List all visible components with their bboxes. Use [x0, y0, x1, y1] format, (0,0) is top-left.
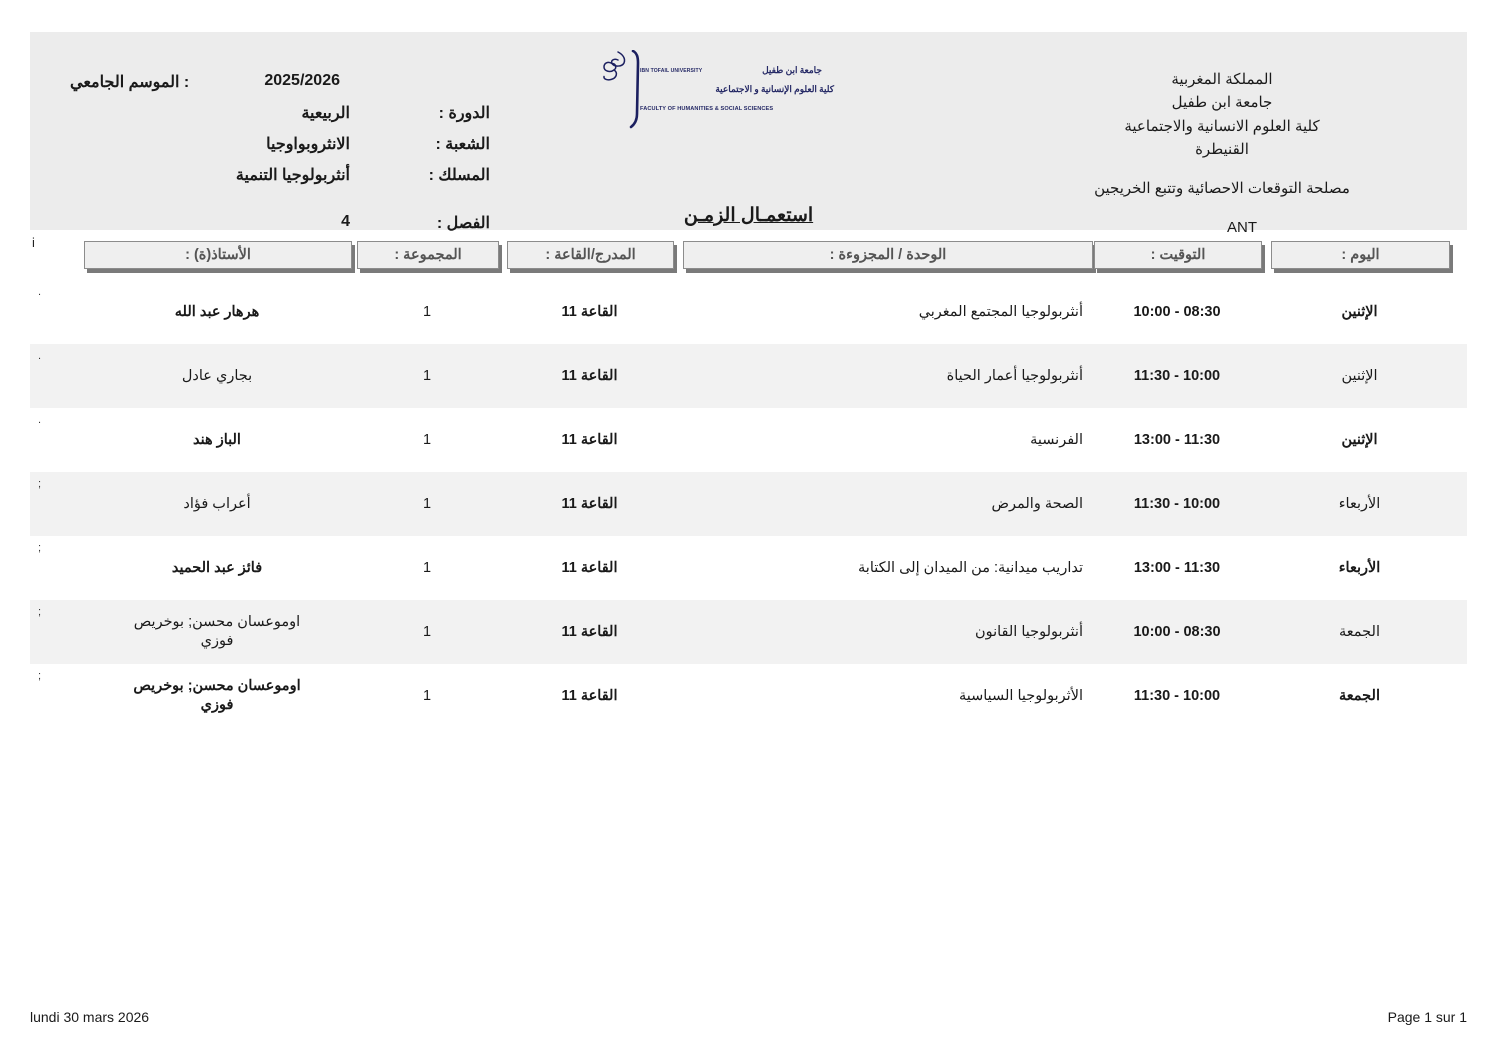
svg-text:كلية العلوم الإنسانية و الاجتم: كلية العلوم الإنسانية و الاجتماعية — [715, 84, 834, 95]
svg-text:FACULTY OF HUMANITIES & SOCIA: FACULTY OF HUMANITIES & SOCIAL SCIENCES — [640, 106, 773, 112]
svg-text:جامعة ابن طفيل: جامعة ابن طفيل — [762, 65, 822, 76]
svg-text:IBN TOFAIL UNIVERSITY: IBN TOFAIL UNIVERSITY — [640, 68, 703, 74]
